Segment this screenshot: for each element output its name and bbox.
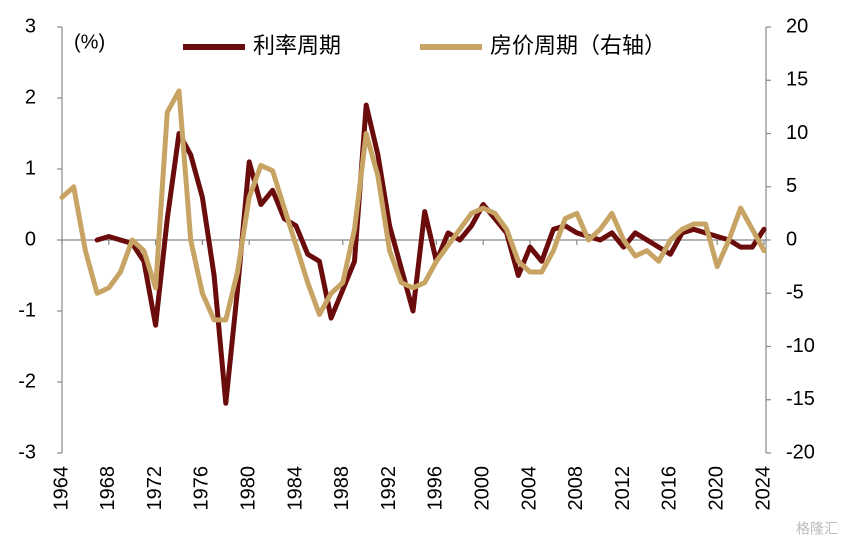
y2-tick-label: 15 xyxy=(786,69,808,91)
y-tick-label: -3 xyxy=(18,441,36,463)
y-tick-label: 0 xyxy=(25,228,36,250)
y2-tick-label: 5 xyxy=(786,175,797,197)
watermark: 格隆汇 xyxy=(796,521,838,537)
y2-tick-label: 20 xyxy=(786,15,808,37)
x-tick-label: 2020 xyxy=(705,466,727,511)
series-line xyxy=(94,102,767,406)
x-tick-label: 1968 xyxy=(97,466,119,511)
x-tick-label: 2016 xyxy=(659,466,681,511)
y-tick-label: 2 xyxy=(25,86,36,108)
x-tick-label: 2000 xyxy=(471,466,493,511)
x-tick-label: 1964 xyxy=(50,466,72,511)
y2-tick-label: 0 xyxy=(786,228,797,250)
x-tick-label: 1976 xyxy=(191,466,213,511)
x-tick-label: 2004 xyxy=(518,466,540,511)
unit-annotation: (%) xyxy=(74,31,105,53)
y2-tick-label: -5 xyxy=(786,282,804,304)
y2-tick-label: 10 xyxy=(786,122,808,144)
y2-tick-label: -15 xyxy=(786,388,815,410)
y-tick-label: 3 xyxy=(25,15,36,37)
y-tick-label: 1 xyxy=(25,157,36,179)
legend-label: 房价周期（右轴） xyxy=(490,33,666,58)
y2-tick-label: -10 xyxy=(786,335,815,357)
x-tick-label: 2008 xyxy=(565,466,587,511)
x-tick-label: 1972 xyxy=(144,466,166,511)
x-tick-label: 1992 xyxy=(378,466,400,511)
x-tick-label: 1988 xyxy=(331,466,353,511)
x-tick-label: 1980 xyxy=(237,466,259,511)
y-tick-label: -1 xyxy=(18,299,36,321)
y2-tick-label: -20 xyxy=(786,441,815,463)
x-tick-label: 1984 xyxy=(284,466,306,511)
x-tick-label: 2024 xyxy=(752,466,774,511)
y-tick-label: -2 xyxy=(18,370,36,392)
x-tick-label: 2012 xyxy=(612,466,634,511)
x-tick-label: 1996 xyxy=(425,466,447,511)
series-line xyxy=(59,88,767,323)
legend-label: 利率周期 xyxy=(253,33,341,58)
